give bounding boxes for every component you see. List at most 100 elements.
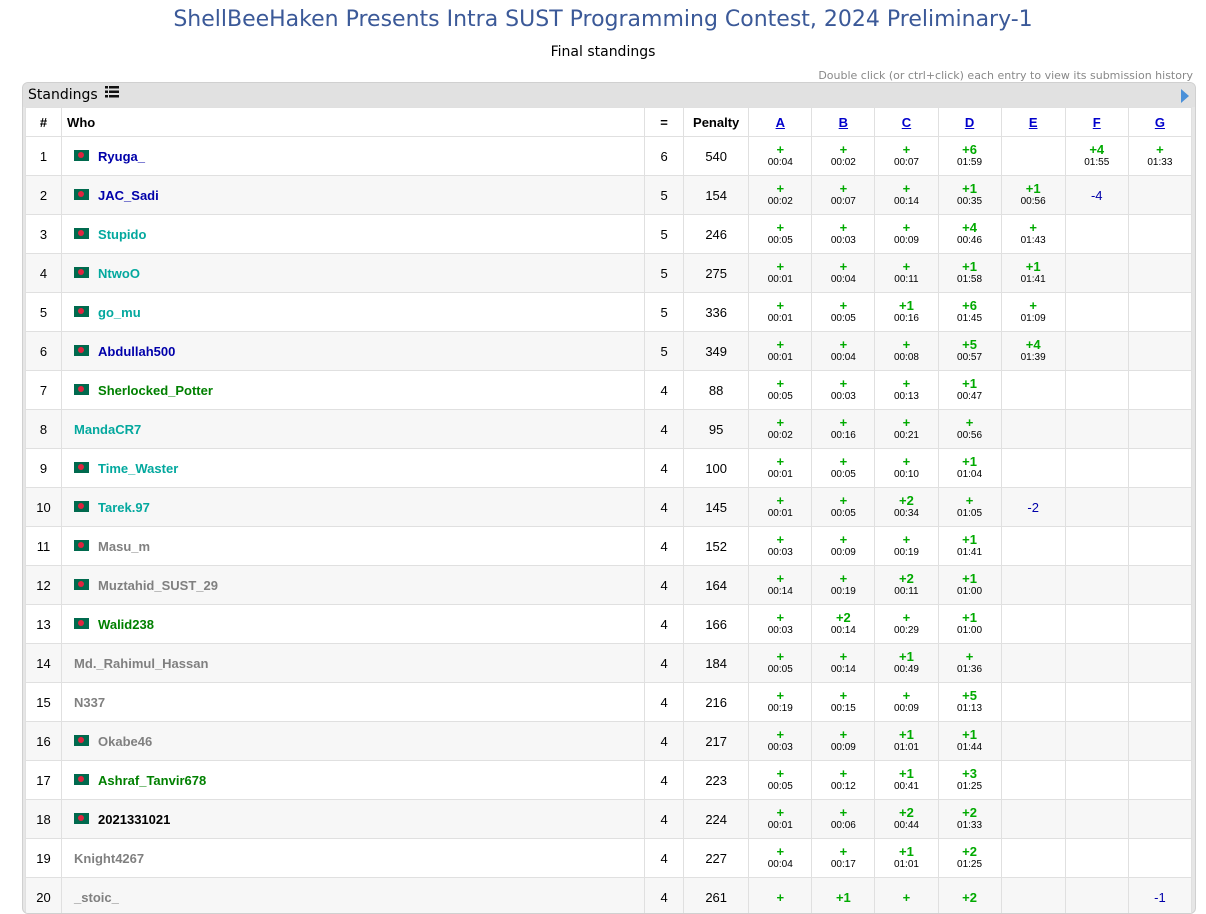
contestant-name[interactable]: MandaCR7 (74, 422, 141, 437)
contestant-name[interactable]: NtwoO (98, 266, 140, 281)
problem-cell-e[interactable]: +01:09 (1001, 293, 1065, 332)
problem-cell-f[interactable] (1065, 722, 1128, 761)
problem-cell-a[interactable]: +00:05 (749, 371, 812, 410)
problem-cell-f[interactable] (1065, 605, 1128, 644)
problem-cell-f[interactable] (1065, 878, 1128, 914)
problem-cell-a[interactable]: +00:02 (749, 176, 812, 215)
problem-cell-c[interactable]: +00:10 (875, 449, 938, 488)
problem-cell-g[interactable] (1128, 176, 1191, 215)
problem-cell-g[interactable] (1128, 644, 1191, 683)
problem-cell-e[interactable] (1001, 371, 1065, 410)
problem-cell-a[interactable]: +00:04 (749, 839, 812, 878)
problem-cell-g[interactable] (1128, 488, 1191, 527)
problem-cell-f[interactable] (1065, 293, 1128, 332)
problem-cell-f[interactable] (1065, 566, 1128, 605)
who-cell[interactable]: go_mu (62, 293, 645, 332)
problem-cell-e[interactable] (1001, 800, 1065, 839)
problem-cell-b[interactable]: +00:14 (812, 644, 875, 683)
contestant-name[interactable]: Sherlocked_Potter (98, 383, 213, 398)
problem-cell-c[interactable]: +00:09 (875, 215, 938, 254)
problem-c-header[interactable]: C (875, 108, 938, 137)
contestant-name[interactable]: Ashraf_Tanvir678 (98, 773, 206, 788)
problem-cell-b[interactable]: +00:06 (812, 800, 875, 839)
problem-cell-g[interactable]: -1 (1128, 878, 1191, 914)
problem-cell-f[interactable] (1065, 215, 1128, 254)
problem-d-link[interactable]: D (965, 115, 974, 130)
problem-cell-g[interactable] (1128, 683, 1191, 722)
contestant-name[interactable]: Ryuga_ (98, 149, 145, 164)
problem-a-header[interactable]: A (749, 108, 812, 137)
who-cell[interactable]: Walid238 (62, 605, 645, 644)
problem-cell-c[interactable]: +00:07 (875, 137, 938, 176)
problem-cell-e[interactable] (1001, 722, 1065, 761)
problem-cell-a[interactable]: + (749, 878, 812, 914)
problem-cell-a[interactable]: +00:03 (749, 527, 812, 566)
problem-cell-b[interactable]: +00:16 (812, 410, 875, 449)
problem-cell-b[interactable]: +00:09 (812, 527, 875, 566)
contestant-name[interactable]: Knight4267 (74, 851, 144, 866)
problem-cell-b[interactable]: +00:03 (812, 215, 875, 254)
who-cell[interactable]: Knight4267 (62, 839, 645, 878)
problem-cell-c[interactable]: +00:14 (875, 176, 938, 215)
problem-cell-e[interactable] (1001, 566, 1065, 605)
problem-cell-b[interactable]: +00:03 (812, 371, 875, 410)
problem-cell-e[interactable] (1001, 683, 1065, 722)
problem-cell-a[interactable]: +00:01 (749, 254, 812, 293)
problem-cell-f[interactable] (1065, 449, 1128, 488)
problem-cell-f[interactable] (1065, 371, 1128, 410)
problem-cell-g[interactable] (1128, 254, 1191, 293)
problem-cell-g[interactable] (1128, 293, 1191, 332)
problem-cell-d[interactable]: +01:36 (938, 644, 1001, 683)
problem-cell-e[interactable] (1001, 878, 1065, 914)
problem-g-link[interactable]: G (1155, 115, 1165, 130)
problem-cell-g[interactable] (1128, 215, 1191, 254)
problem-cell-a[interactable]: +00:01 (749, 800, 812, 839)
problem-cell-a[interactable]: +00:05 (749, 644, 812, 683)
problem-cell-b[interactable]: +00:17 (812, 839, 875, 878)
contestant-name[interactable]: 2021331021 (98, 812, 170, 827)
problem-cell-b[interactable]: +00:04 (812, 332, 875, 371)
who-cell[interactable]: JAC_Sadi (62, 176, 645, 215)
problem-cell-g[interactable] (1128, 332, 1191, 371)
problem-cell-b[interactable]: +00:12 (812, 761, 875, 800)
problem-cell-g[interactable] (1128, 527, 1191, 566)
who-cell[interactable]: Sherlocked_Potter (62, 371, 645, 410)
contestant-name[interactable]: Stupido (98, 227, 146, 242)
problem-cell-f[interactable] (1065, 488, 1128, 527)
problem-cell-f[interactable] (1065, 254, 1128, 293)
problem-cell-g[interactable] (1128, 761, 1191, 800)
problem-b-header[interactable]: B (812, 108, 875, 137)
arrow-right-icon[interactable] (1181, 89, 1189, 103)
contestant-name[interactable]: N337 (74, 695, 105, 710)
problem-a-link[interactable]: A (776, 115, 785, 130)
problem-c-link[interactable]: C (902, 115, 911, 130)
problem-cell-g[interactable] (1128, 800, 1191, 839)
problem-cell-d[interactable]: +2 (938, 878, 1001, 914)
